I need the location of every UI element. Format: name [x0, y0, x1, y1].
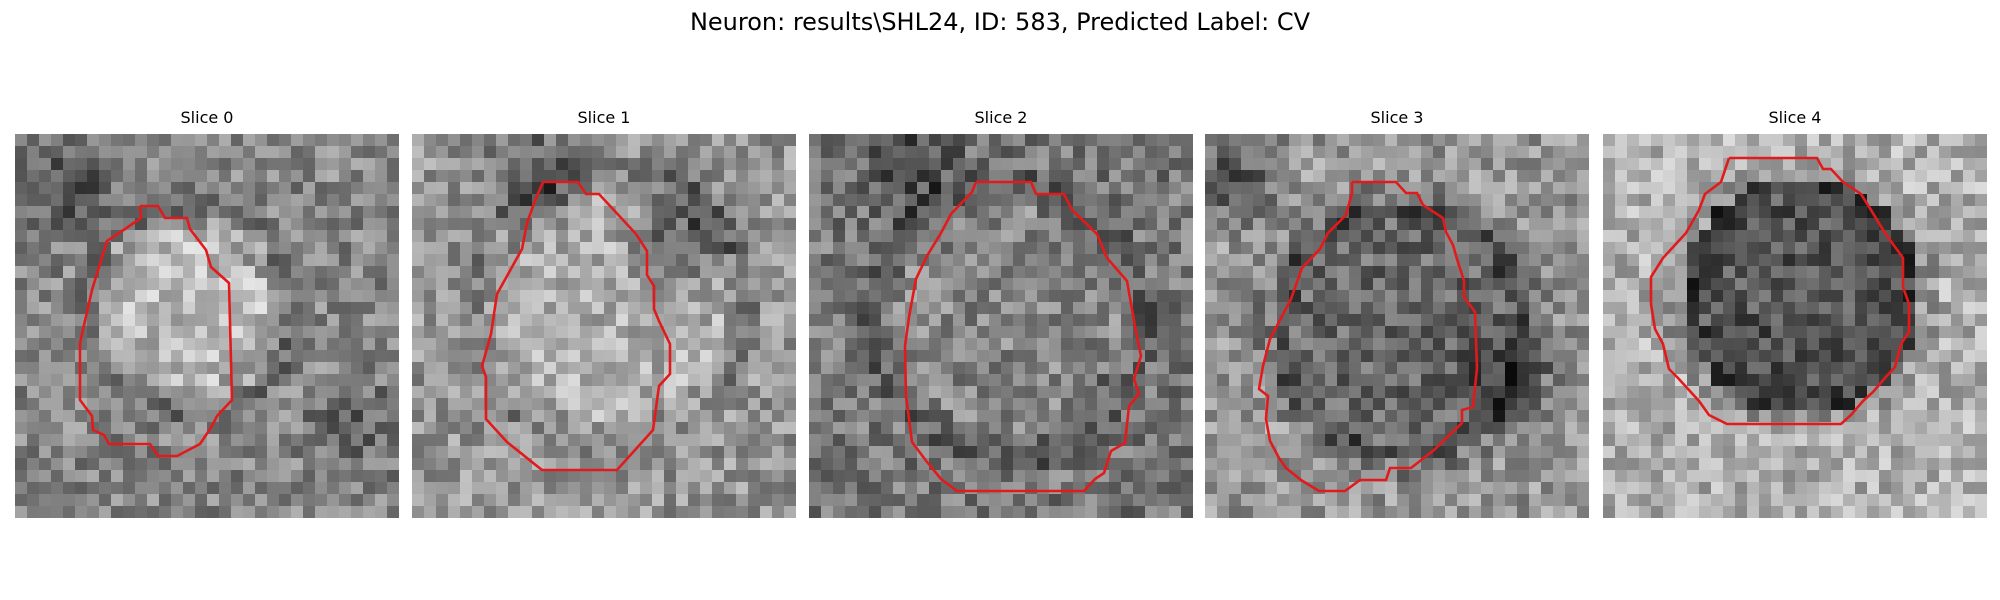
- slice-title-0: Slice 0: [180, 108, 234, 127]
- slice-title-3: Slice 3: [1370, 108, 1424, 127]
- slice-image-4: [1603, 134, 1987, 518]
- slice-title-4: Slice 4: [1768, 108, 1822, 127]
- figure-title: Neuron: results\SHL24, ID: 583, Predicte…: [689, 8, 1311, 36]
- contour-outline-3: [1257, 180, 1479, 493]
- slice-panel-1: Slice 1: [412, 108, 796, 522]
- slice-title-2: Slice 2: [974, 108, 1028, 127]
- slice-image-3: [1205, 134, 1589, 518]
- contour-outline-2: [903, 180, 1143, 493]
- slice-image-2: [809, 134, 1193, 518]
- slice-panel-4: Slice 4: [1603, 108, 1987, 522]
- contour-outline-0: [78, 204, 234, 458]
- slice-panel-0: Slice 0: [15, 108, 399, 522]
- slice-panel-2: Slice 2: [809, 108, 1193, 522]
- contour-outline-1: [480, 180, 672, 472]
- slice-title-1: Slice 1: [577, 108, 631, 127]
- slice-image-0: [15, 134, 399, 518]
- slice-panel-3: Slice 3: [1205, 108, 1589, 522]
- contour-outline-4: [1649, 156, 1911, 426]
